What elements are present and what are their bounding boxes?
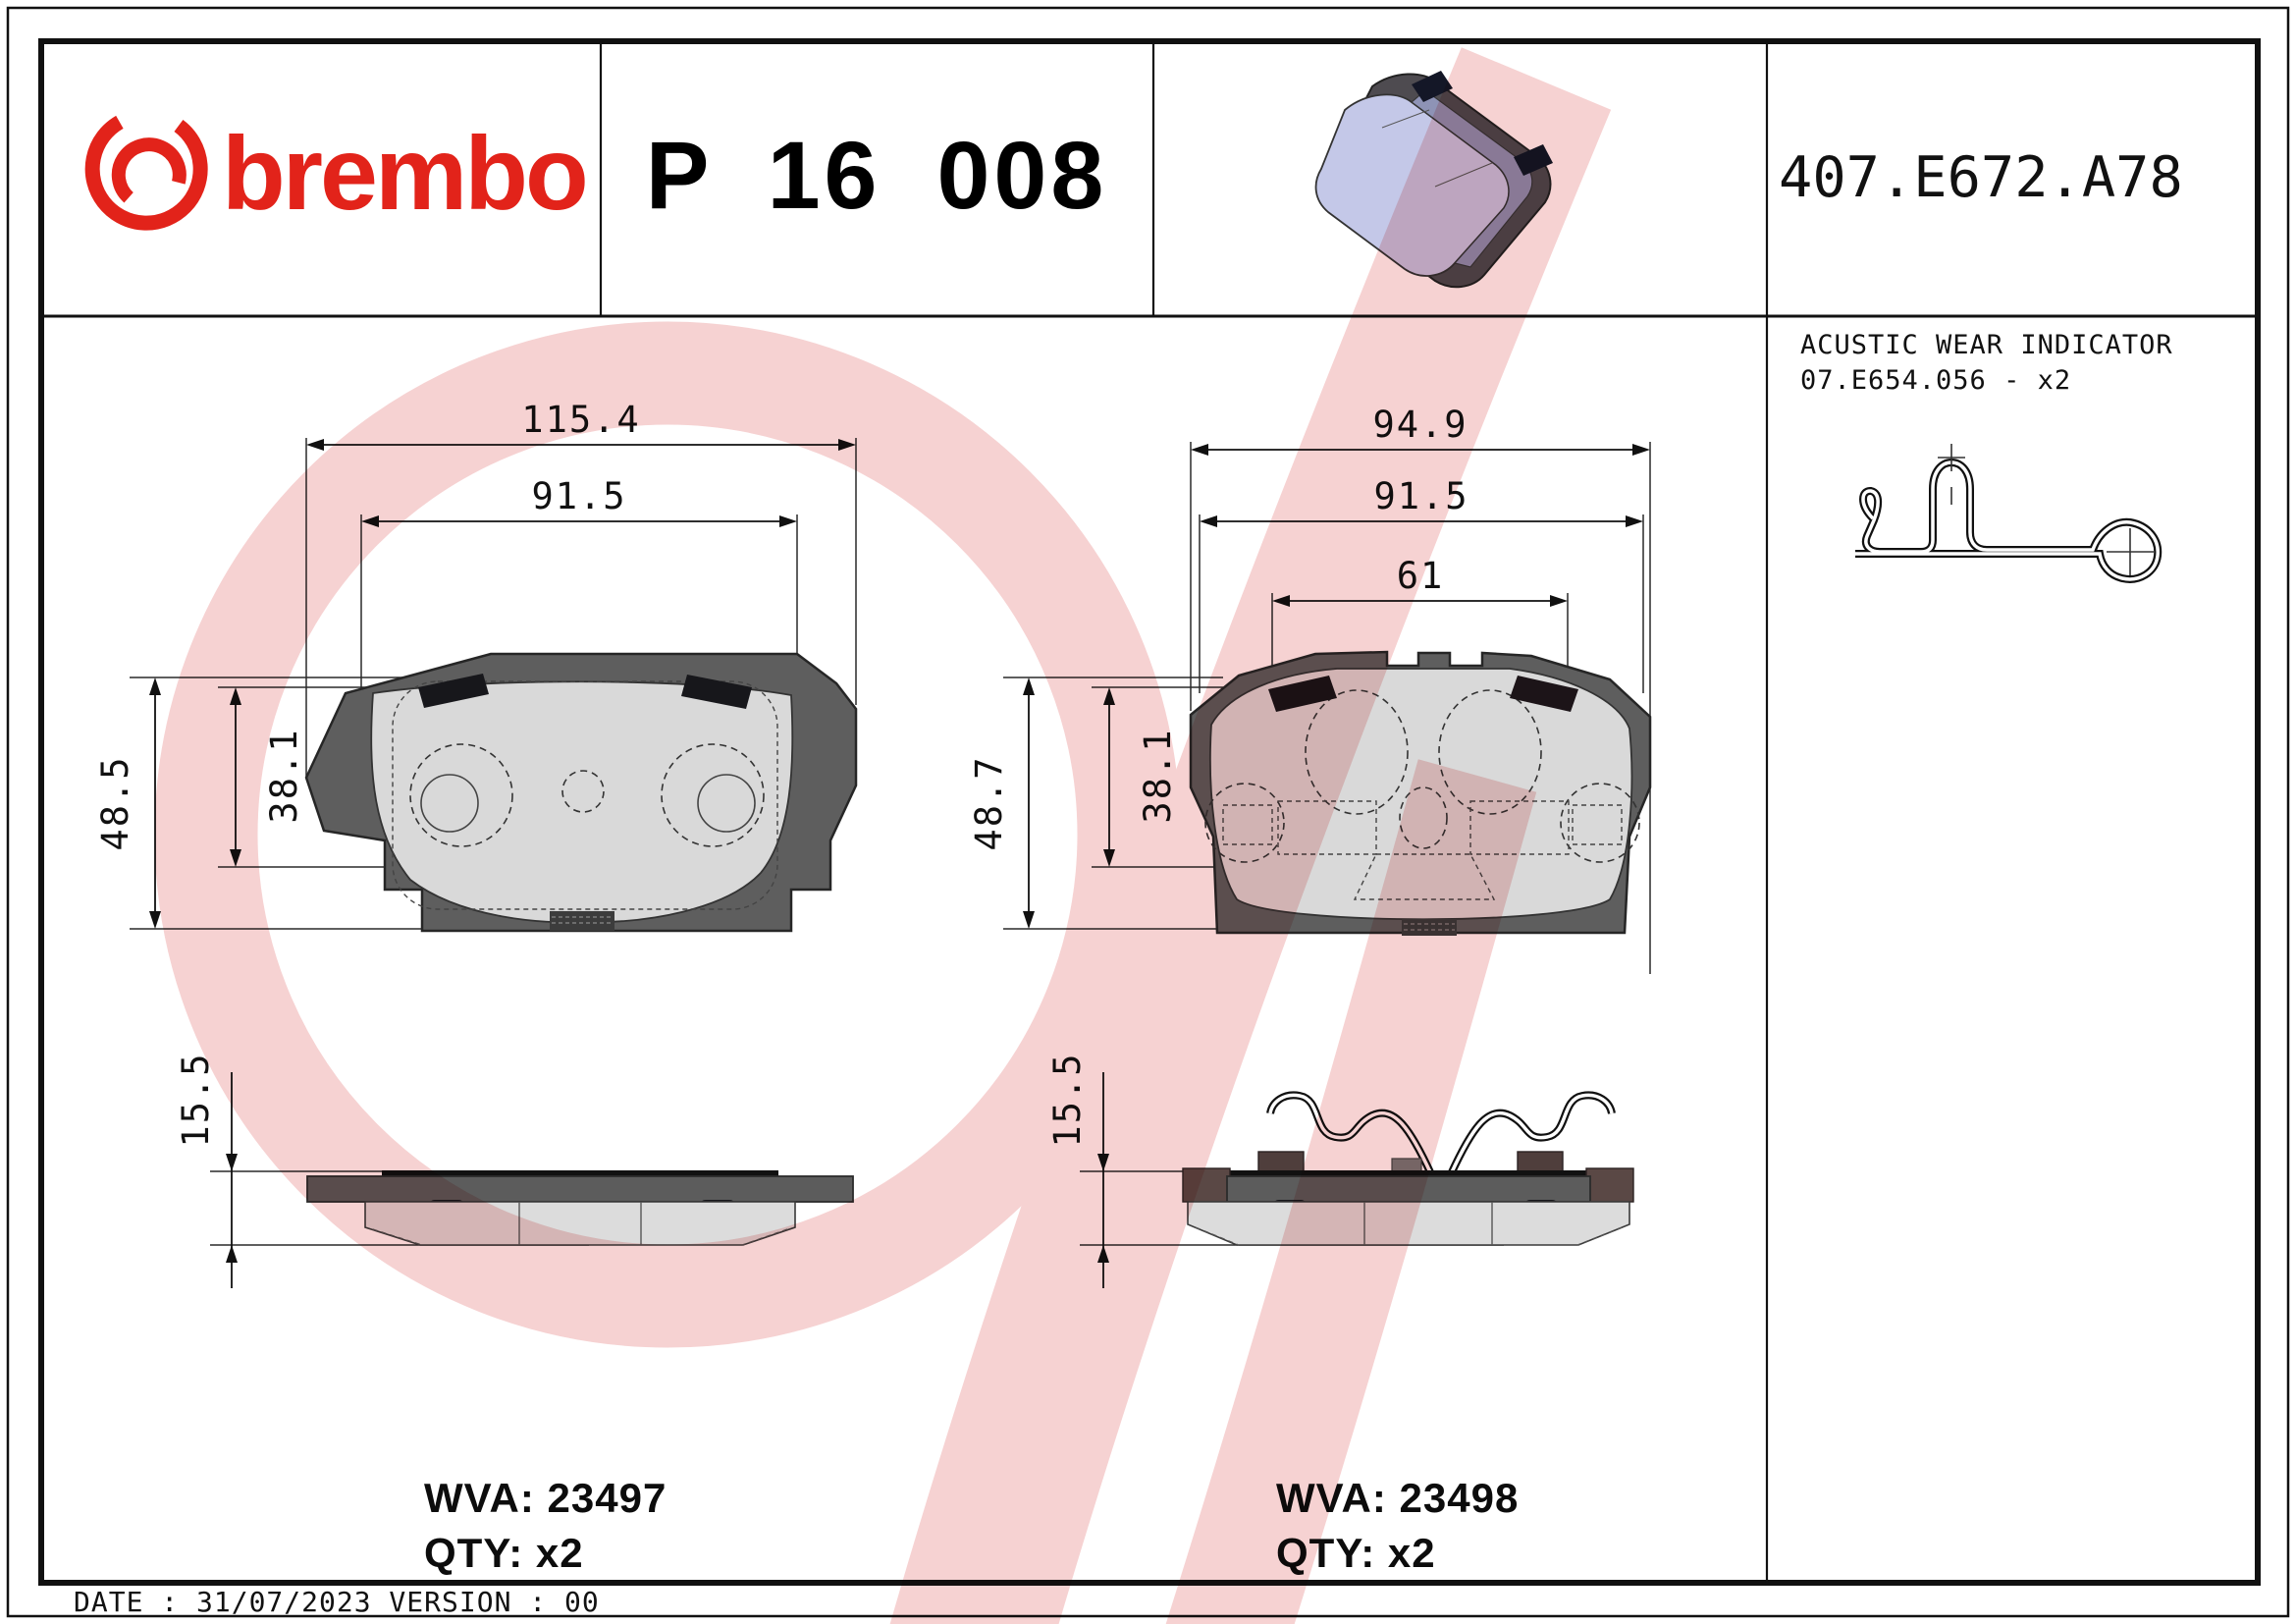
left-pad-front-view: 115.4 91.5 48.5 38.1 xyxy=(94,399,858,933)
svg-text:61: 61 xyxy=(1397,555,1445,597)
svg-text:115.4: 115.4 xyxy=(521,399,640,441)
left-side-friction xyxy=(364,1201,796,1246)
dim-right-width-center: 61 xyxy=(1272,555,1568,607)
wear-indicator-part: 07.E654.056 - x2 xyxy=(1800,365,2071,396)
svg-text:38.1: 38.1 xyxy=(263,728,305,823)
left-wva-block: WVA: 23497 QTY: x2 xyxy=(424,1475,667,1576)
brand-logo-text: brembo xyxy=(222,116,586,232)
right-side-endcap-right xyxy=(1585,1167,1634,1203)
reference-code: 407.E672.A78 xyxy=(1779,145,2183,210)
right-qty-label: QTY: x2 xyxy=(1276,1530,1436,1576)
brembo-logo: brembo xyxy=(84,115,589,232)
svg-text:48.7: 48.7 xyxy=(968,755,1010,850)
svg-text:91.5: 91.5 xyxy=(531,475,626,517)
dim-right-height-outer: 48.7 xyxy=(968,677,1035,929)
footer-date-version: DATE : 31/07/2023 VERSION : 00 xyxy=(74,1586,600,1618)
svg-text:15.5: 15.5 xyxy=(175,1052,217,1147)
pad-3d-image xyxy=(1314,71,1553,289)
right-side-backplate xyxy=(1226,1175,1591,1203)
svg-text:38.1: 38.1 xyxy=(1137,728,1179,823)
dim-right-width-outer: 94.9 xyxy=(1191,404,1650,456)
left-qty-label: QTY: x2 xyxy=(424,1530,584,1576)
dim-left-width-inner: 91.5 xyxy=(361,475,797,527)
dim-right-thickness: 15.5 xyxy=(1046,1052,1109,1288)
brembo-logo-mark-icon xyxy=(84,115,208,231)
right-pad-bottom-tab xyxy=(1402,919,1457,936)
left-side-backplate xyxy=(306,1175,854,1203)
left-pad-bottom-tab xyxy=(550,911,614,931)
left-pad-side-view: 15.5 xyxy=(175,1052,854,1288)
dim-right-height-inner: 38.1 xyxy=(1103,687,1179,867)
wear-indicator-title: ACUSTIC WEAR INDICATOR xyxy=(1800,330,2173,360)
wear-indicator-block: ACUSTIC WEAR INDICATOR 07.E654.056 - x2 xyxy=(1800,330,2173,583)
right-pad-side-view: 15.5 xyxy=(1046,1052,1634,1288)
dim-left-height-inner: 38.1 xyxy=(230,687,305,867)
svg-text:94.9: 94.9 xyxy=(1372,404,1468,446)
left-wva-label: WVA: 23497 xyxy=(424,1475,667,1521)
dim-left-height-outer: 48.5 xyxy=(94,677,161,929)
right-wva-block: WVA: 23498 QTY: x2 xyxy=(1276,1475,1519,1576)
right-wva-label: WVA: 23498 xyxy=(1276,1475,1519,1521)
right-side-endcap-left xyxy=(1182,1167,1231,1203)
dim-left-thickness: 15.5 xyxy=(175,1052,238,1288)
part-number: P 16 008 xyxy=(646,122,1108,229)
svg-text:48.5: 48.5 xyxy=(94,755,136,850)
wear-indicator-clip-drawing xyxy=(1855,444,2163,583)
right-pad-front-view: 94.9 91.5 61 48.7 38.1 xyxy=(968,404,1652,974)
right-side-friction xyxy=(1187,1201,1630,1246)
dim-right-width-inner: 91.5 xyxy=(1200,475,1643,527)
svg-text:91.5: 91.5 xyxy=(1373,475,1468,517)
dim-left-width-outer: 115.4 xyxy=(306,399,856,451)
left-pad-friction-face xyxy=(370,680,794,924)
svg-text:15.5: 15.5 xyxy=(1046,1052,1089,1147)
